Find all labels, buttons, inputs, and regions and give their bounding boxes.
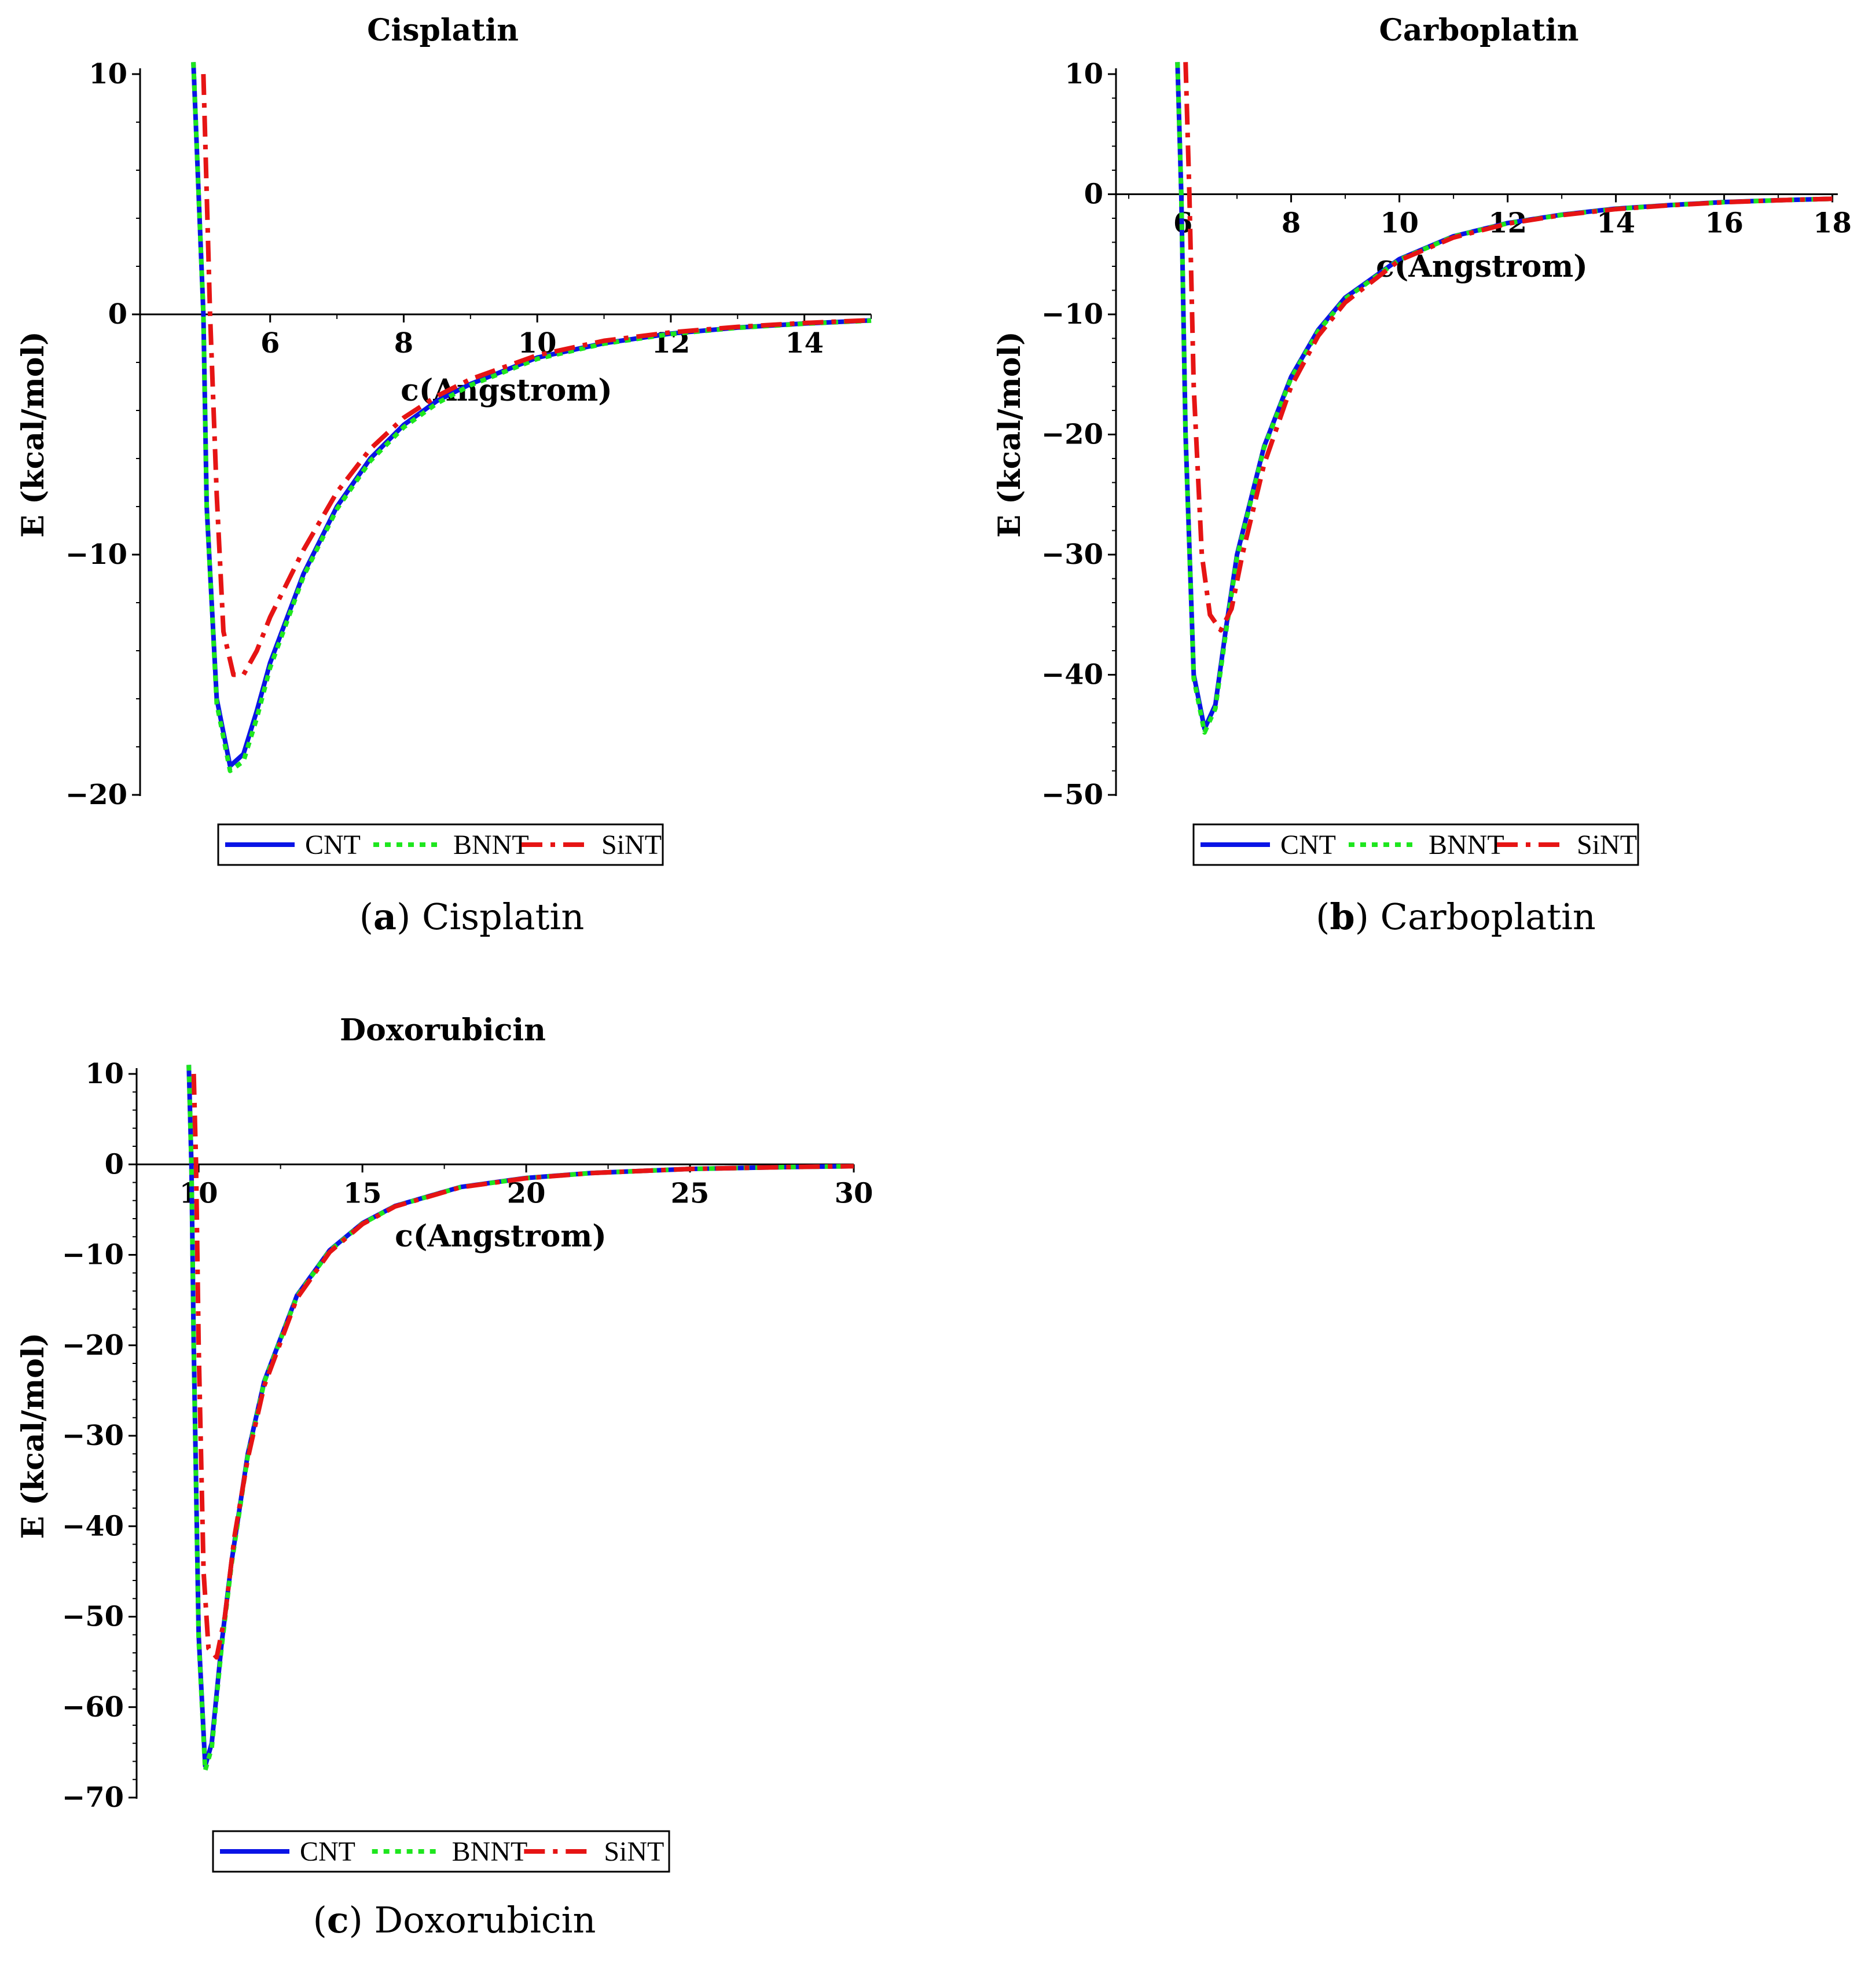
x-tick-label: 16 [1705,207,1743,240]
legend-label-sint: SiNT [601,830,662,860]
chart-title: Doxorubicin [340,1013,546,1048]
legend-label-cnt: CNT [305,830,361,860]
x-axis-label: c(Angstrom) [395,1219,607,1254]
series-cnt-line [1175,62,1833,731]
legend: CNT BNNT SiNT [212,1830,670,1873]
x-tick-label: 30 [835,1177,873,1209]
series-cnt-line [191,62,872,769]
series-sint-line [201,74,872,677]
series-bnnt-line [186,1065,854,1773]
x-tick-label: 15 [343,1177,382,1209]
caption-text: Cisplatin [422,896,584,938]
panel-caption: (b) Carboplatin [1316,896,1596,938]
y-tick-label: −10 [1041,298,1103,331]
y-tick-label: −10 [65,538,127,571]
caption-paren-close: ) [349,1899,375,1941]
y-tick-label: −40 [62,1510,124,1542]
x-tick-label: 25 [671,1177,710,1209]
legend: CNT BNNT SiNT [217,823,664,866]
y-tick-label: 10 [89,58,127,90]
y-tick-label: −50 [62,1601,124,1633]
caption-paren-open: ( [359,896,373,938]
legend-label-cnt: CNT [300,1836,355,1867]
x-tick-label: 6 [260,327,280,360]
x-tick-label: 14 [785,327,824,360]
series-sint-line [1183,62,1833,633]
y-tick-label: −50 [1041,779,1103,811]
caption-paren-open: ( [1316,896,1330,938]
y-tick-label: 0 [1084,178,1103,211]
caption-letter: c [327,1899,349,1941]
y-tick-label: 10 [1064,58,1103,90]
caption-paren-open: ( [313,1899,327,1941]
y-tick-label: 10 [85,1058,124,1090]
legend-label-cnt: CNT [1280,830,1336,860]
legend-label-bnnt: BNNT [452,1836,528,1867]
caption-letter: a [373,896,397,938]
x-tick-label: 20 [507,1177,546,1209]
series-cnt-line [186,1065,854,1769]
legend: CNT BNNT SiNT [1192,823,1639,866]
chart-title: Carboplatin [1379,13,1579,48]
x-tick-label: 18 [1813,207,1852,240]
y-tick-label: −30 [62,1420,124,1452]
y-tick-label: −20 [1041,419,1103,451]
x-tick-label: 8 [1282,207,1301,240]
caption-text: Carboplatin [1381,896,1596,938]
y-tick-label: −20 [65,779,127,811]
y-axis-label: E (kcal/mol) [992,331,1027,538]
y-tick-label: −60 [62,1691,124,1723]
panel-caption: (a) Cisplatin [359,896,585,938]
series-sint-line [191,1073,854,1660]
caption-paren-close: ) [1355,896,1381,938]
y-axis-label: E (kcal/mol) [16,1333,51,1539]
y-axis-label: E (kcal/mol) [16,331,51,538]
y-tick-label: 0 [108,298,127,331]
legend-label-sint: SiNT [604,1836,664,1867]
y-tick-label: 0 [105,1148,124,1180]
panel-caption: (c) Doxorubicin [313,1899,596,1941]
series-bnnt-line [191,62,872,773]
caption-letter: b [1330,896,1354,938]
y-tick-label: −10 [62,1239,124,1271]
y-tick-label: −20 [62,1329,124,1362]
y-tick-label: −70 [62,1781,124,1814]
x-tick-label: 8 [394,327,413,360]
caption-paren-close: ) [397,896,422,938]
legend-label-bnnt: BNNT [1429,830,1504,860]
y-tick-label: −40 [1041,659,1103,691]
chart-title: Cisplatin [367,13,519,48]
caption-text: Doxorubicin [374,1899,596,1941]
legend-label-sint: SiNT [1577,830,1637,860]
x-tick-label: 10 [1380,207,1419,240]
legend-label-bnnt: BNNT [453,830,529,860]
y-tick-label: −30 [1041,538,1103,571]
series-bnnt-line [1175,62,1833,735]
